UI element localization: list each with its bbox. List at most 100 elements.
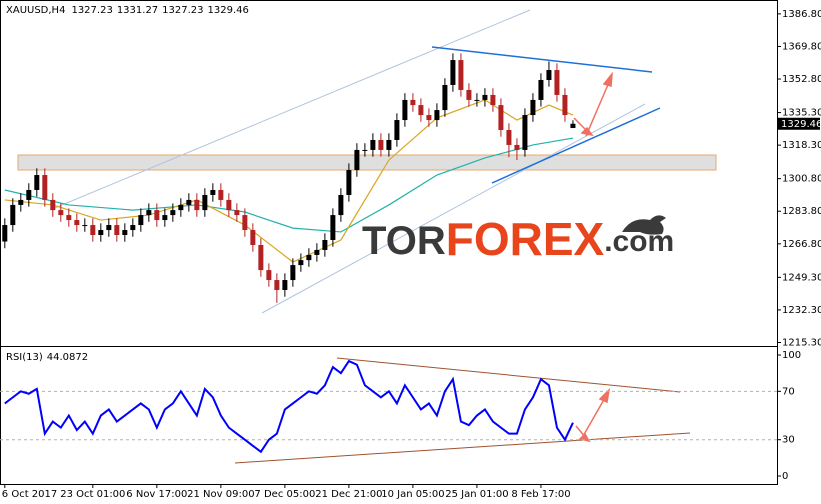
candle-body	[562, 94, 568, 116]
candle-body	[26, 189, 32, 200]
candle-body	[458, 60, 464, 90]
header-open: 1327.23	[71, 5, 112, 16]
rsi-last: 44.0872	[47, 352, 88, 363]
candle-body	[386, 139, 392, 150]
x-tick-label: 21 Nov 09:00	[187, 489, 254, 500]
candle-body	[538, 79, 544, 100]
candle-body	[442, 84, 448, 111]
candle-body	[234, 210, 240, 216]
candle-body	[306, 254, 312, 261]
candle-body	[10, 204, 16, 226]
plot-frame	[0, 0, 778, 485]
y-tick-label: 1318.30	[782, 140, 821, 151]
price-marker-label: 1329.46	[781, 119, 821, 130]
candle-body	[426, 115, 432, 121]
y-tick-label: 1335.30	[782, 108, 821, 119]
candle-body	[90, 225, 96, 236]
candle-body	[258, 244, 264, 271]
x-tick-label: 6 Nov 17:00	[126, 489, 187, 500]
header-high: 1331.27	[117, 5, 158, 16]
candle-body	[362, 149, 368, 151]
candle-body	[450, 60, 456, 85]
channel-line	[49, 9, 531, 211]
arrow-head	[580, 126, 594, 137]
candle-body	[66, 215, 72, 221]
candle-body	[42, 175, 48, 200]
x-tick-label: 6 Oct 2017	[2, 489, 57, 500]
candle-body	[290, 265, 296, 281]
channel-line	[261, 103, 646, 314]
candle-body	[346, 170, 352, 195]
candle-body	[514, 144, 520, 150]
candle-body	[546, 70, 552, 80]
y-tick-label: 1352.80	[782, 74, 821, 85]
x-tick-label: 8 Feb 17:00	[511, 489, 570, 500]
candle-body	[106, 225, 112, 231]
candle-body	[490, 94, 496, 106]
candle-body	[146, 210, 152, 216]
candle-body	[338, 194, 344, 216]
arrow	[585, 79, 611, 137]
watermark-icon	[622, 215, 666, 235]
candle-body	[298, 260, 304, 266]
y-tick-label: 1300.80	[782, 174, 821, 185]
candle-body	[274, 280, 280, 291]
trend-line	[491, 107, 661, 184]
y-tick-label: 0	[782, 471, 788, 482]
candle-body	[554, 70, 560, 95]
candle-body	[378, 139, 384, 150]
candle-body	[74, 220, 80, 226]
y-tick-label: 70	[782, 386, 795, 397]
y-tick-label: 30	[782, 435, 795, 446]
candle-body	[138, 215, 144, 226]
candle-body	[322, 239, 328, 250]
header-low: 1327.23	[162, 5, 203, 16]
candle-body	[34, 175, 40, 190]
candle-body	[122, 230, 128, 236]
candle-body	[2, 225, 8, 242]
rsi-line	[4, 359, 574, 454]
price-marker	[778, 117, 820, 130]
candle-body	[394, 120, 400, 140]
candle-body	[570, 123, 576, 129]
candle-body	[282, 280, 288, 291]
x-tick-label: 7 Dec 05:00	[254, 489, 315, 500]
y-tick-label: 1232.30	[782, 305, 821, 316]
candle-body	[58, 210, 64, 216]
x-tick-label: 10 Jan 05:00	[381, 489, 444, 500]
header-close: 1329.46	[208, 5, 249, 16]
y-tick-label: 1215.30	[782, 338, 821, 349]
trend-line	[431, 46, 653, 73]
rsi-title: RSI(13)	[6, 352, 43, 363]
y-tick-label: 1249.30	[782, 272, 821, 283]
rsi-trend-line	[234, 432, 691, 464]
candle-body	[434, 110, 440, 121]
candle-body	[98, 230, 104, 236]
candle-body	[170, 210, 176, 216]
y-tick-label: 1369.80	[782, 41, 821, 52]
x-tick-label: 21 Dec 21:00	[315, 489, 382, 500]
rsi-header: RSI(13) 44.0872	[6, 352, 88, 363]
y-tick-label: 100	[782, 350, 801, 361]
arrow	[581, 395, 607, 439]
candle-body	[82, 225, 88, 227]
candle-body	[498, 105, 504, 131]
candle-body	[50, 199, 56, 211]
candle-body	[474, 99, 480, 101]
arrow-head	[602, 71, 613, 87]
candle-body	[410, 99, 416, 106]
candle-body	[482, 94, 488, 100]
candle-body	[522, 115, 528, 150]
watermark: TORFOREX.com	[362, 213, 674, 265]
candle-body	[218, 189, 224, 200]
candle-body	[178, 204, 184, 211]
candle-body	[402, 99, 408, 121]
candle-body	[418, 105, 424, 116]
candle-body	[314, 249, 320, 255]
candle-body	[18, 199, 24, 205]
forecast-arrows	[573, 71, 613, 443]
candle-body	[210, 189, 216, 195]
moving-average	[4, 137, 574, 233]
candle-body	[466, 89, 472, 100]
